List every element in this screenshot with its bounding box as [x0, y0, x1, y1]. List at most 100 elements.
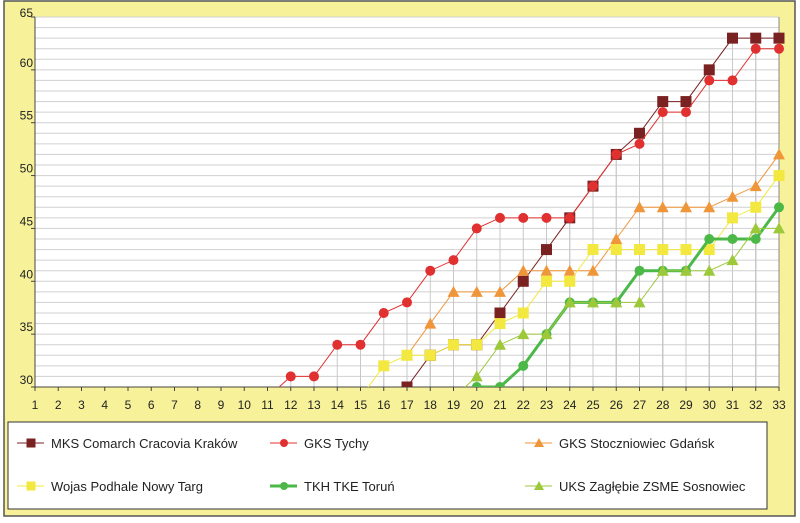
data-point-circle — [541, 212, 552, 223]
data-point-triangle — [749, 180, 762, 192]
data-point-circle — [681, 107, 691, 118]
x-tick-label: 33 — [772, 398, 786, 412]
x-tick-label: 5 — [125, 398, 132, 412]
y-tick-label: 50 — [20, 162, 34, 176]
data-point-circle — [564, 212, 575, 223]
x-tick-label: 17 — [400, 398, 414, 412]
data-point-square — [494, 318, 506, 330]
data-point-square — [401, 349, 413, 361]
data-point-square — [773, 170, 785, 182]
x-tick-label: 32 — [749, 398, 763, 412]
legend-label: UKS Zagłębie ZSME Sosnowiec — [559, 479, 746, 494]
x-tick-label: 21 — [493, 398, 507, 412]
x-tick-label: 30 — [703, 398, 717, 412]
data-point-triangle — [470, 285, 483, 297]
data-point-square — [541, 275, 552, 287]
data-point-square — [494, 307, 506, 319]
x-tick-label: 28 — [656, 398, 670, 412]
data-point-triangle — [656, 264, 669, 276]
data-point-triangle — [517, 264, 530, 276]
data-point-triangle — [726, 190, 739, 202]
data-point-circle — [704, 234, 715, 244]
data-point-square — [680, 244, 692, 256]
data-point-circle — [425, 265, 436, 276]
data-point-triangle — [517, 328, 530, 340]
data-point-circle — [634, 265, 645, 276]
data-point-triangle — [726, 254, 739, 266]
data-point-triangle — [703, 201, 716, 213]
data-point-square — [657, 96, 669, 108]
legend-label: MKS Comarch Cracovia Kraków — [51, 436, 238, 451]
x-tick-label: 23 — [540, 398, 554, 412]
x-tick-label: 1 — [32, 398, 39, 412]
data-point-circle — [402, 297, 412, 308]
data-point-circle — [285, 371, 296, 382]
data-point-triangle — [703, 264, 716, 276]
data-point-circle — [774, 43, 784, 54]
x-tick-label: 14 — [331, 398, 345, 412]
data-point-triangle — [424, 317, 437, 329]
data-point-triangle — [563, 296, 576, 308]
x-tick-label: 10 — [238, 398, 252, 412]
data-point-square — [727, 212, 738, 224]
data-point-circle — [588, 181, 598, 192]
data-point-circle — [774, 202, 784, 213]
data-point-square — [634, 244, 645, 256]
x-tick-label: 13 — [307, 398, 321, 412]
data-point-circle — [750, 234, 761, 244]
data-point-triangle — [534, 481, 544, 490]
x-tick-label: 31 — [726, 398, 740, 412]
x-tick-label: 19 — [447, 398, 461, 412]
data-point-triangle — [633, 296, 646, 308]
x-tick-label: 26 — [610, 398, 624, 412]
data-point-square — [703, 64, 715, 76]
data-point-triangle — [494, 338, 506, 350]
data-point-square — [680, 96, 692, 108]
data-point-triangle — [587, 264, 599, 276]
data-point-circle — [704, 75, 715, 86]
data-point-circle — [332, 339, 343, 350]
x-tick-label: 4 — [101, 398, 108, 412]
x-tick-label: 18 — [424, 398, 438, 412]
x-tick-label: 16 — [377, 398, 391, 412]
data-point-triangle — [470, 370, 483, 382]
data-point-square — [471, 339, 483, 351]
data-point-circle — [634, 138, 645, 149]
x-tick-label: 25 — [586, 398, 600, 412]
data-point-triangle — [447, 285, 460, 297]
data-point-square — [424, 349, 436, 361]
x-tick-label: 22 — [517, 398, 531, 412]
data-point-square — [703, 244, 715, 256]
data-point-square — [517, 275, 529, 287]
x-tick-label: 7 — [171, 398, 178, 412]
data-point-triangle — [610, 296, 623, 308]
x-tick-label: 2 — [55, 398, 62, 412]
data-point-triangle — [773, 148, 785, 160]
data-point-circle — [471, 382, 482, 387]
data-point-square — [26, 481, 36, 491]
data-point-circle — [355, 339, 366, 350]
x-tick-label: 8 — [194, 398, 201, 412]
y-tick-label: 60 — [20, 56, 34, 70]
data-point-square — [750, 201, 762, 213]
data-point-square — [773, 32, 785, 44]
data-point-square — [657, 244, 669, 256]
x-tick-label: 6 — [148, 398, 155, 412]
data-point-triangle — [633, 201, 646, 213]
y-tick-label: 35 — [20, 320, 34, 334]
data-point-triangle — [749, 222, 762, 234]
legend-label: GKS Stoczniowiec Gdańsk — [559, 436, 715, 451]
data-point-circle — [727, 75, 738, 86]
data-point-circle — [309, 371, 319, 382]
data-point-triangle — [563, 264, 576, 276]
x-tick-label: 27 — [633, 398, 647, 412]
data-point-square — [587, 244, 599, 256]
data-point-circle — [495, 382, 505, 387]
data-point-triangle — [540, 264, 553, 276]
data-point-circle — [280, 482, 288, 490]
data-point-triangle — [680, 264, 692, 276]
x-tick-label: 15 — [354, 398, 368, 412]
data-point-square — [610, 244, 622, 256]
data-point-triangle — [773, 222, 785, 234]
